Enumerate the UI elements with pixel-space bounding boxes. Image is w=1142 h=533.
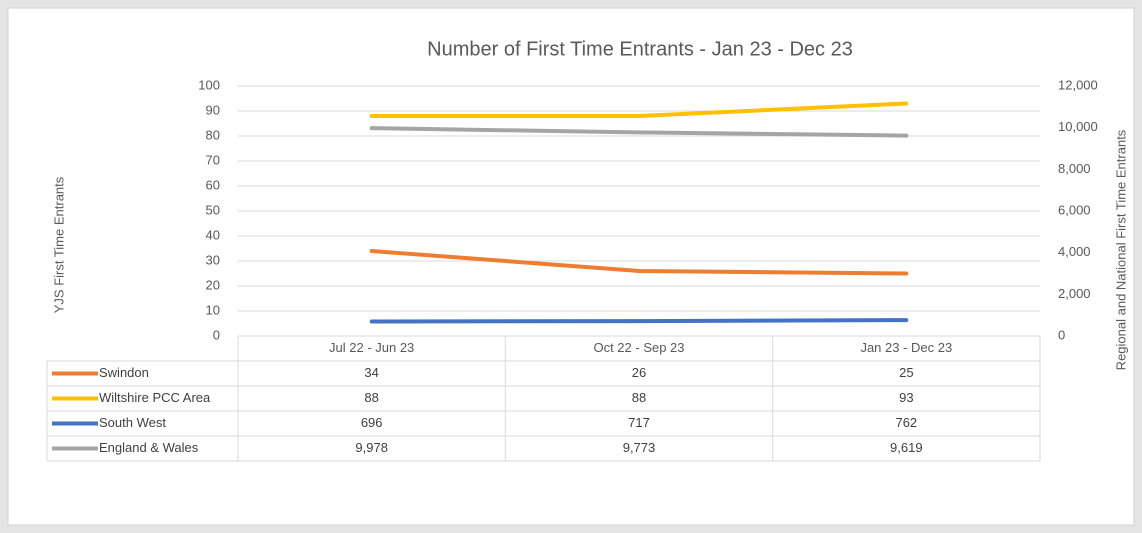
legend-label: England & Wales — [99, 440, 199, 455]
table-value: 93 — [899, 390, 913, 405]
x-tick-label: Oct 22 - Sep 23 — [593, 340, 684, 355]
y-tick-label: 0 — [213, 327, 220, 342]
y-tick-label: 10 — [206, 302, 220, 317]
table-value: 9,978 — [355, 440, 388, 455]
y-tick-label: 20 — [206, 277, 220, 292]
legend-label: South West — [99, 415, 166, 430]
y2-tick-label: 6,000 — [1058, 202, 1091, 217]
table-value: 25 — [899, 365, 913, 380]
y2-tick-label: 12,000 — [1058, 77, 1098, 92]
y-axis-label: YJS First Time Entrants — [51, 176, 66, 313]
y2-tick-label: 0 — [1058, 327, 1065, 342]
y2-axis-label: Regional and National First Time Entrant… — [1113, 129, 1128, 370]
table-value: 26 — [632, 365, 646, 380]
series-line — [369, 318, 909, 324]
series-line — [369, 126, 909, 138]
y-tick-label: 70 — [206, 152, 220, 167]
x-tick-label: Jan 23 - Dec 23 — [860, 340, 952, 355]
y2-tick-label: 4,000 — [1058, 244, 1091, 259]
y2-tick-label: 2,000 — [1058, 286, 1091, 301]
chart-title: Number of First Time Entrants - Jan 23 -… — [427, 38, 853, 60]
table-value: 696 — [361, 415, 383, 430]
y2-tick-label: 8,000 — [1058, 161, 1091, 176]
y-tick-label: 40 — [206, 227, 220, 242]
table-value: 762 — [895, 415, 917, 430]
y-tick-label: 50 — [206, 202, 220, 217]
y-tick-label: 90 — [206, 102, 220, 117]
table-value: 34 — [364, 365, 378, 380]
y-tick-label: 80 — [206, 127, 220, 142]
legend-label: Wiltshire PCC Area — [99, 390, 211, 405]
y-tick-label: 100 — [198, 77, 220, 92]
legend-label: Swindon — [99, 365, 149, 380]
series-line — [369, 101, 909, 118]
y2-tick-label: 10,000 — [1058, 119, 1098, 134]
table-value: 9,773 — [623, 440, 656, 455]
table-value: 88 — [632, 390, 646, 405]
table-value: 9,619 — [890, 440, 923, 455]
y-tick-label: 60 — [206, 177, 220, 192]
table-value: 717 — [628, 415, 650, 430]
y-tick-label: 30 — [206, 252, 220, 267]
table-value: 88 — [364, 390, 378, 405]
series-line — [369, 249, 909, 276]
x-tick-label: Jul 22 - Jun 23 — [329, 340, 414, 355]
